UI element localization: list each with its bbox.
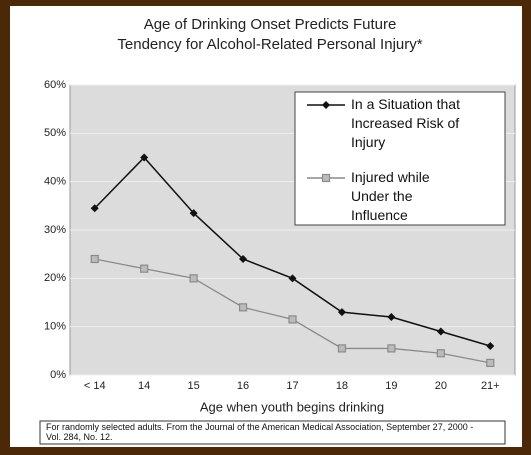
y-tick-label: 40% xyxy=(44,176,66,188)
marker xyxy=(486,342,495,350)
x-tick-label: 16 xyxy=(237,380,249,392)
x-tick-label: < 14 xyxy=(84,380,106,392)
y-tick-label: 30% xyxy=(44,224,66,236)
marker xyxy=(436,327,445,336)
chart-title: Age of Drinking Onset Predicts Future xyxy=(144,16,397,33)
marker xyxy=(288,274,297,283)
x-tick-label: 19 xyxy=(385,380,397,392)
legend-entry: Injured while Under the Influence xyxy=(351,169,430,223)
chart-title: Tendency for Alcohol-Related Personal In… xyxy=(117,36,422,53)
footnote-box xyxy=(39,420,506,445)
x-tick-label: 14 xyxy=(138,380,150,392)
marker xyxy=(337,308,346,317)
marker xyxy=(189,209,198,218)
marker xyxy=(239,255,248,263)
footnote: For randomly selected adults. From the J… xyxy=(46,422,474,442)
marker xyxy=(140,264,149,273)
marker xyxy=(321,173,331,183)
y-tick-label: 0% xyxy=(50,369,66,381)
marker xyxy=(90,254,99,264)
legend-label: Injured while Under the Influence xyxy=(351,169,430,223)
legend-box xyxy=(294,91,506,226)
legend-entry: In a Situation that Increased Risk of In… xyxy=(351,96,460,150)
x-tick-label: 17 xyxy=(286,380,298,392)
footnote-wrap: For randomly selected adults. From the J… xyxy=(46,422,474,442)
marker xyxy=(387,344,396,353)
y-tick-label: 10% xyxy=(44,321,66,333)
y-tick-label: 50% xyxy=(44,127,66,139)
marker xyxy=(189,274,198,283)
marker xyxy=(387,313,396,321)
x-tick-label: 21+ xyxy=(481,380,500,392)
marker xyxy=(322,101,330,109)
x-axis-title: Age when youth begins drinking xyxy=(200,399,384,414)
marker xyxy=(288,315,297,324)
marker xyxy=(238,303,248,312)
x-tick-label: 15 xyxy=(187,380,199,392)
y-tick-label: 20% xyxy=(44,272,66,284)
marker xyxy=(436,349,445,358)
marker xyxy=(90,204,99,213)
marker xyxy=(337,344,347,353)
y-tick-label: 60% xyxy=(44,79,66,91)
marker xyxy=(486,358,495,368)
x-tick-label: 20 xyxy=(435,380,447,392)
marker xyxy=(140,153,149,162)
x-tick-label: 18 xyxy=(336,380,348,392)
legend-label: In a Situation that Increased Risk of In… xyxy=(351,96,460,150)
